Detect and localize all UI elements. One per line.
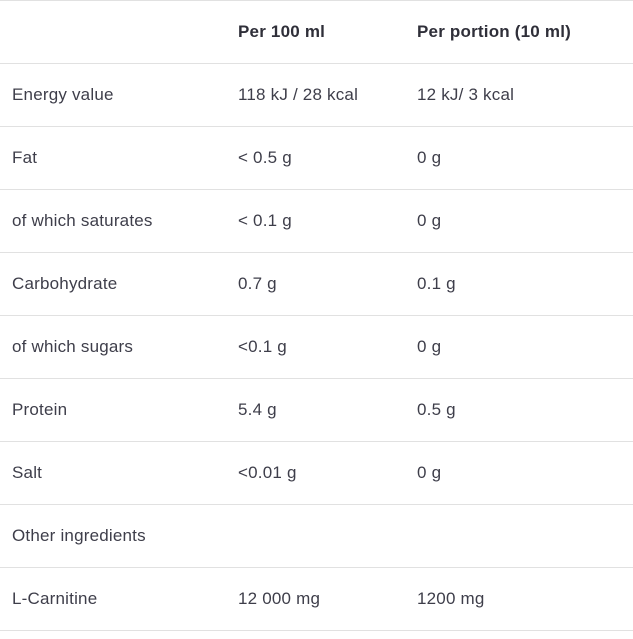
per-portion-value: 12 kJ/ 3 kcal xyxy=(417,85,515,104)
per-portion-value: 0 g xyxy=(417,211,442,230)
per-100ml-value: < 0.1 g xyxy=(238,211,292,230)
table-row-l-carnitine: L-Carnitine 12 000 mg 1200 mg xyxy=(0,568,633,631)
row-label: Other ingredients xyxy=(12,526,146,545)
table-row-salt: Salt <0.01 g 0 g xyxy=(0,442,633,505)
table-row-carbohydrate: Carbohydrate 0.7 g 0.1 g xyxy=(0,253,633,316)
per-portion-value: 0 g xyxy=(417,337,442,356)
row-label: Fat xyxy=(12,148,38,167)
per-100ml-value: <0.1 g xyxy=(238,337,287,356)
table-header-row: Per 100 ml Per portion (10 ml) xyxy=(0,1,633,64)
per-portion-value: 0.5 g xyxy=(417,400,456,419)
header-cell-per-100ml: Per 100 ml xyxy=(238,22,326,41)
row-label: Energy value xyxy=(12,85,114,104)
per-100ml-value: 0.7 g xyxy=(238,274,277,293)
per-portion-value: 0 g xyxy=(417,463,442,482)
row-label: of which saturates xyxy=(12,211,153,230)
table-row-other-ingredients: Other ingredients xyxy=(0,505,633,568)
table-row-saturates: of which saturates < 0.1 g 0 g xyxy=(0,190,633,253)
table-row-sugars: of which sugars <0.1 g 0 g xyxy=(0,316,633,379)
row-label: Salt xyxy=(12,463,43,482)
per-portion-value: 1200 mg xyxy=(417,589,485,608)
row-label: of which sugars xyxy=(12,337,134,356)
per-portion-value: 0.1 g xyxy=(417,274,456,293)
per-100ml-value: 118 kJ / 28 kcal xyxy=(238,85,359,104)
per-100ml-value: 12 000 mg xyxy=(238,589,321,608)
header-cell-per-portion: Per portion (10 ml) xyxy=(417,22,571,41)
per-100ml-value: 5.4 g xyxy=(238,400,277,419)
per-100ml-value: <0.01 g xyxy=(238,463,297,482)
row-label: Carbohydrate xyxy=(12,274,118,293)
table-row-fat: Fat < 0.5 g 0 g xyxy=(0,127,633,190)
row-label: Protein xyxy=(12,400,68,419)
row-label: L-Carnitine xyxy=(12,589,98,608)
per-100ml-value: < 0.5 g xyxy=(238,148,292,167)
table-row-energy-value: Energy value 118 kJ / 28 kcal 12 kJ/ 3 k… xyxy=(0,64,633,127)
per-portion-value: 0 g xyxy=(417,148,442,167)
table-row-protein: Protein 5.4 g 0.5 g xyxy=(0,379,633,442)
